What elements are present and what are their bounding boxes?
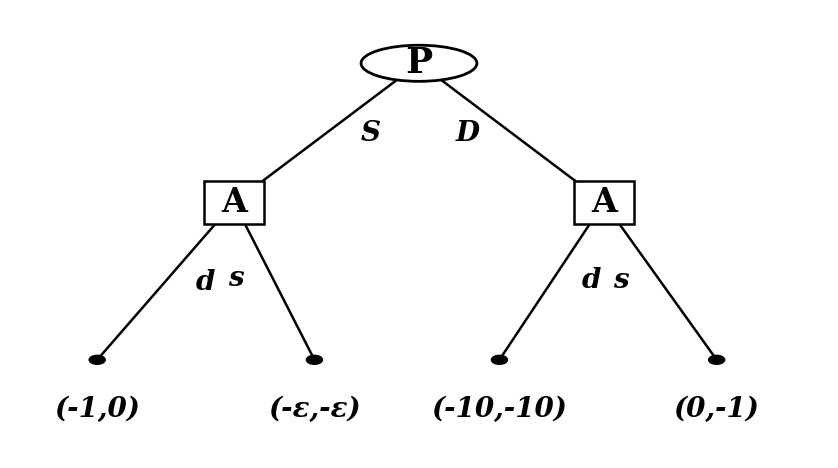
Text: S: S <box>360 120 380 147</box>
FancyBboxPatch shape <box>204 181 264 224</box>
Text: A: A <box>591 186 617 219</box>
FancyBboxPatch shape <box>574 181 634 224</box>
Text: s: s <box>613 267 628 294</box>
Circle shape <box>89 355 106 364</box>
Text: s: s <box>228 265 243 292</box>
Text: d: d <box>195 269 215 296</box>
Circle shape <box>491 355 508 364</box>
Circle shape <box>709 355 725 364</box>
Text: P: P <box>406 46 432 80</box>
Text: (-ε,-ε): (-ε,-ε) <box>268 396 360 423</box>
Text: d: d <box>582 267 601 294</box>
Text: D: D <box>456 120 479 147</box>
Text: (-1,0): (-1,0) <box>54 396 140 423</box>
Text: (0,-1): (0,-1) <box>674 396 759 423</box>
Text: A: A <box>221 186 247 219</box>
Circle shape <box>307 355 323 364</box>
Ellipse shape <box>361 45 477 81</box>
Text: (-10,-10): (-10,-10) <box>432 396 567 423</box>
